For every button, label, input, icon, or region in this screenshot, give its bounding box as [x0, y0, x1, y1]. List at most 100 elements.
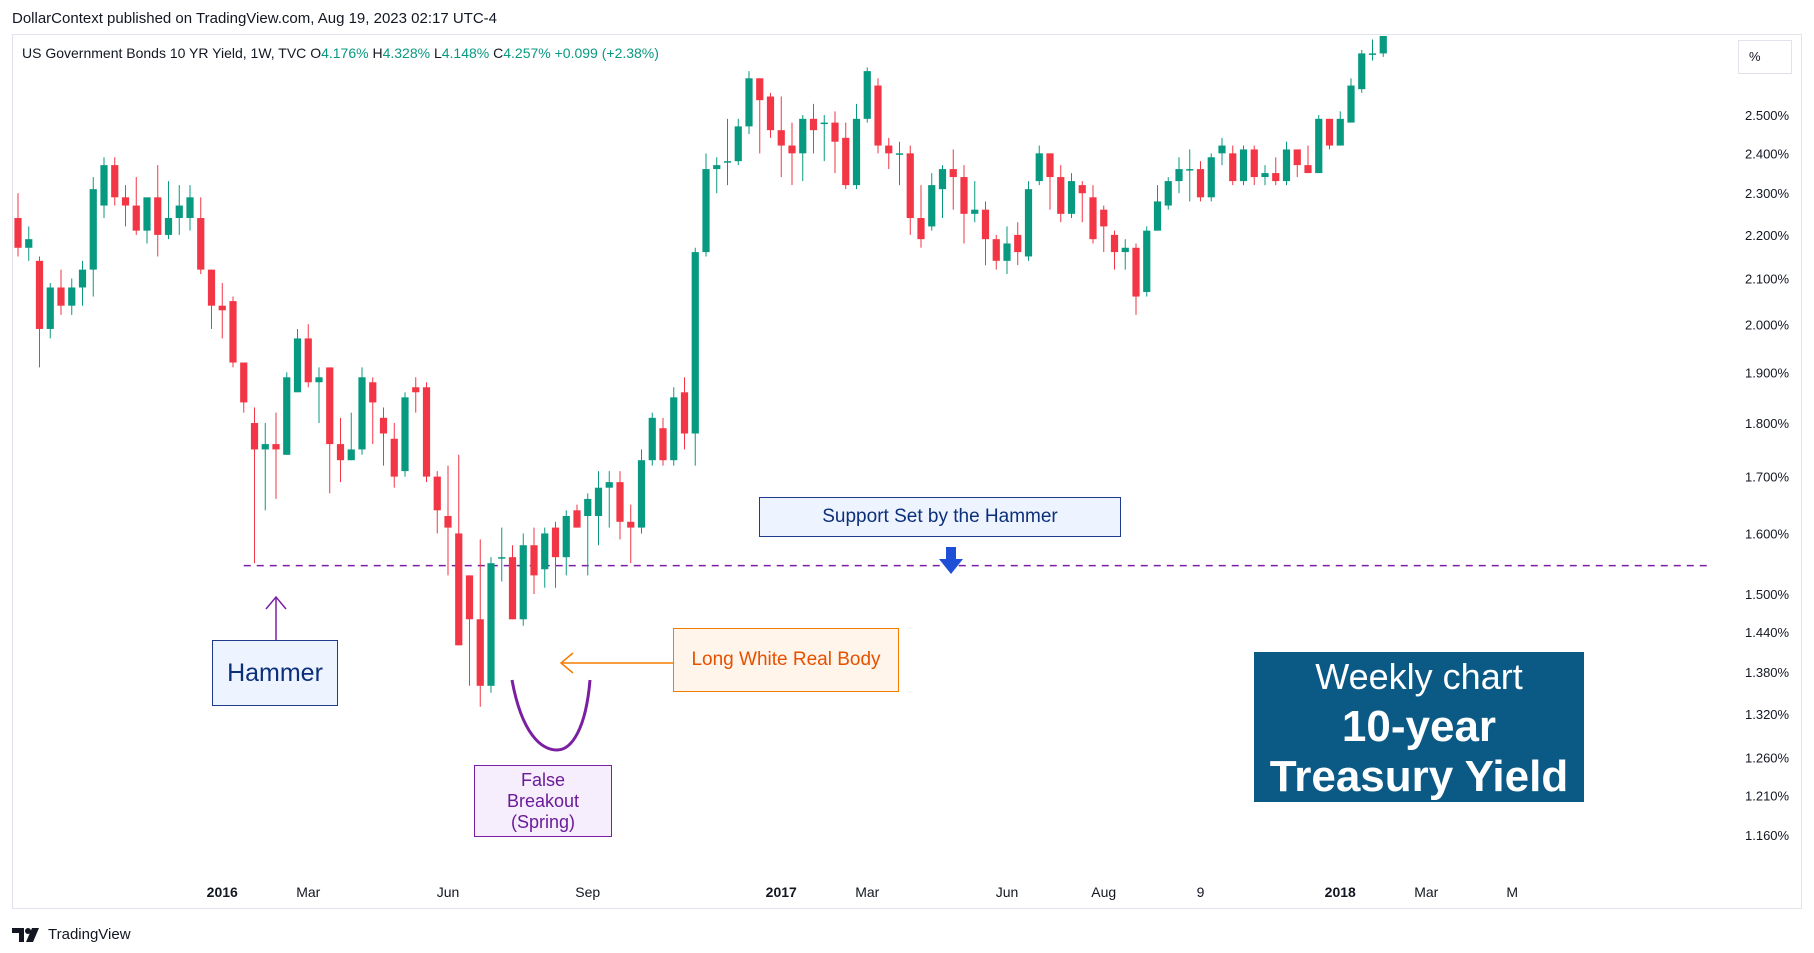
candle-up — [938, 169, 947, 190]
candle-down — [272, 444, 280, 450]
y-tick-label: 1.800% — [1745, 416, 1790, 431]
candle-down — [35, 260, 44, 329]
candle-down — [874, 85, 882, 146]
candle-up — [1024, 189, 1033, 257]
y-tick-label: 1.600% — [1745, 526, 1790, 541]
candle-up — [261, 444, 269, 450]
x-tick-label: 2017 — [766, 884, 797, 900]
candle-down — [1304, 165, 1312, 174]
candle-down — [551, 527, 560, 558]
candle-down — [218, 305, 226, 311]
candle-up — [1121, 247, 1129, 253]
candle-up — [46, 287, 54, 329]
y-tick-label: 1.500% — [1745, 587, 1790, 602]
candle-up — [68, 287, 76, 306]
support-down-arrow — [939, 547, 963, 574]
candle-down — [1078, 185, 1086, 194]
candle-up — [1282, 149, 1291, 182]
candle-down — [766, 96, 775, 131]
y-tick-label: 1.210% — [1745, 788, 1790, 803]
candle-up — [734, 126, 742, 162]
candle-down — [250, 423, 259, 450]
candle-up — [347, 449, 355, 461]
candle-up — [691, 252, 699, 434]
candle-down — [885, 145, 893, 154]
candle-up — [1067, 181, 1076, 214]
candle-up — [702, 169, 710, 253]
candle-up — [78, 269, 87, 288]
weekly-subtitle: 10-year Treasury Yield — [1269, 702, 1569, 801]
y-tick-label: 2.000% — [1745, 317, 1790, 332]
candle-down — [111, 165, 119, 198]
candle-down — [207, 269, 216, 306]
candle-down — [229, 301, 237, 363]
tradingview-logo[interactable]: TradingView — [12, 926, 131, 943]
candle-down — [476, 619, 484, 686]
candle-up — [745, 78, 753, 127]
candle-down — [949, 169, 957, 178]
candle-up — [1336, 118, 1344, 146]
x-tick-label: M — [1506, 884, 1518, 900]
y-tick-label: 1.380% — [1745, 665, 1790, 680]
candle-down — [573, 510, 581, 528]
y-tick-label: 2.400% — [1745, 146, 1790, 161]
candle-up — [541, 533, 549, 570]
y-tick-label: 2.300% — [1745, 186, 1790, 201]
x-tick-label: Mar — [855, 884, 879, 900]
chart-frame — [12, 34, 1802, 909]
x-tick-label: Sep — [575, 884, 600, 900]
candle-up — [928, 185, 936, 227]
candle-down — [917, 218, 925, 240]
candle-up — [1186, 169, 1194, 171]
candle-down — [1272, 173, 1280, 182]
weekly-title: Weekly chart — [1315, 656, 1523, 697]
x-tick-label: Jun — [437, 884, 460, 900]
tradingview-brand: TradingView — [48, 926, 131, 943]
candle-up — [1379, 36, 1387, 54]
candle-down — [777, 130, 785, 146]
candle-down — [444, 516, 452, 528]
candle-down — [960, 177, 968, 214]
hammer-arrow-head — [265, 595, 287, 610]
candle-up — [1368, 53, 1377, 55]
x-tick-label: Mar — [1414, 884, 1438, 900]
candle-down — [154, 197, 162, 235]
candle-up — [723, 161, 732, 163]
candle-up — [175, 205, 183, 219]
candle-down — [1196, 169, 1205, 198]
candle-up — [648, 417, 656, 461]
y-tick-label: 1.260% — [1745, 750, 1790, 765]
candle-up — [584, 498, 592, 517]
candle-up — [1261, 173, 1269, 178]
legend-open-label: O — [310, 45, 322, 61]
candle-up — [315, 377, 323, 383]
symbol-legend: US Government Bonds 10 YR Yield, 1W, TVC… — [22, 45, 659, 61]
candle-up — [562, 516, 570, 558]
candle-up — [895, 153, 904, 155]
legend-high-value: 4.328% — [382, 45, 431, 61]
y-tick-label: 2.100% — [1745, 272, 1790, 287]
candle-up — [143, 197, 151, 231]
candle-down — [1014, 234, 1022, 253]
false-breakout-line-3: (Spring) — [510, 812, 576, 832]
candle-up — [1390, 9, 1397, 26]
percent-scale-button[interactable]: % — [1738, 40, 1792, 74]
candle-down — [992, 239, 1000, 261]
candle-down — [1089, 197, 1097, 240]
candle-down — [1293, 149, 1301, 166]
candle-down — [627, 521, 635, 528]
candle-up — [498, 557, 506, 559]
support-label: Support Set by the Hammer — [759, 497, 1121, 537]
candle-down — [616, 482, 624, 522]
candle-down — [422, 387, 431, 477]
candle-down — [1132, 247, 1140, 297]
candle-up — [1175, 169, 1183, 182]
candle-down — [197, 218, 205, 270]
candle-down — [1110, 234, 1119, 253]
published-byline: DollarContext published on TradingView.c… — [12, 10, 498, 27]
candle-down — [390, 438, 398, 477]
candle-up — [594, 487, 603, 517]
candle-down — [14, 218, 22, 248]
candle-up — [863, 71, 871, 119]
